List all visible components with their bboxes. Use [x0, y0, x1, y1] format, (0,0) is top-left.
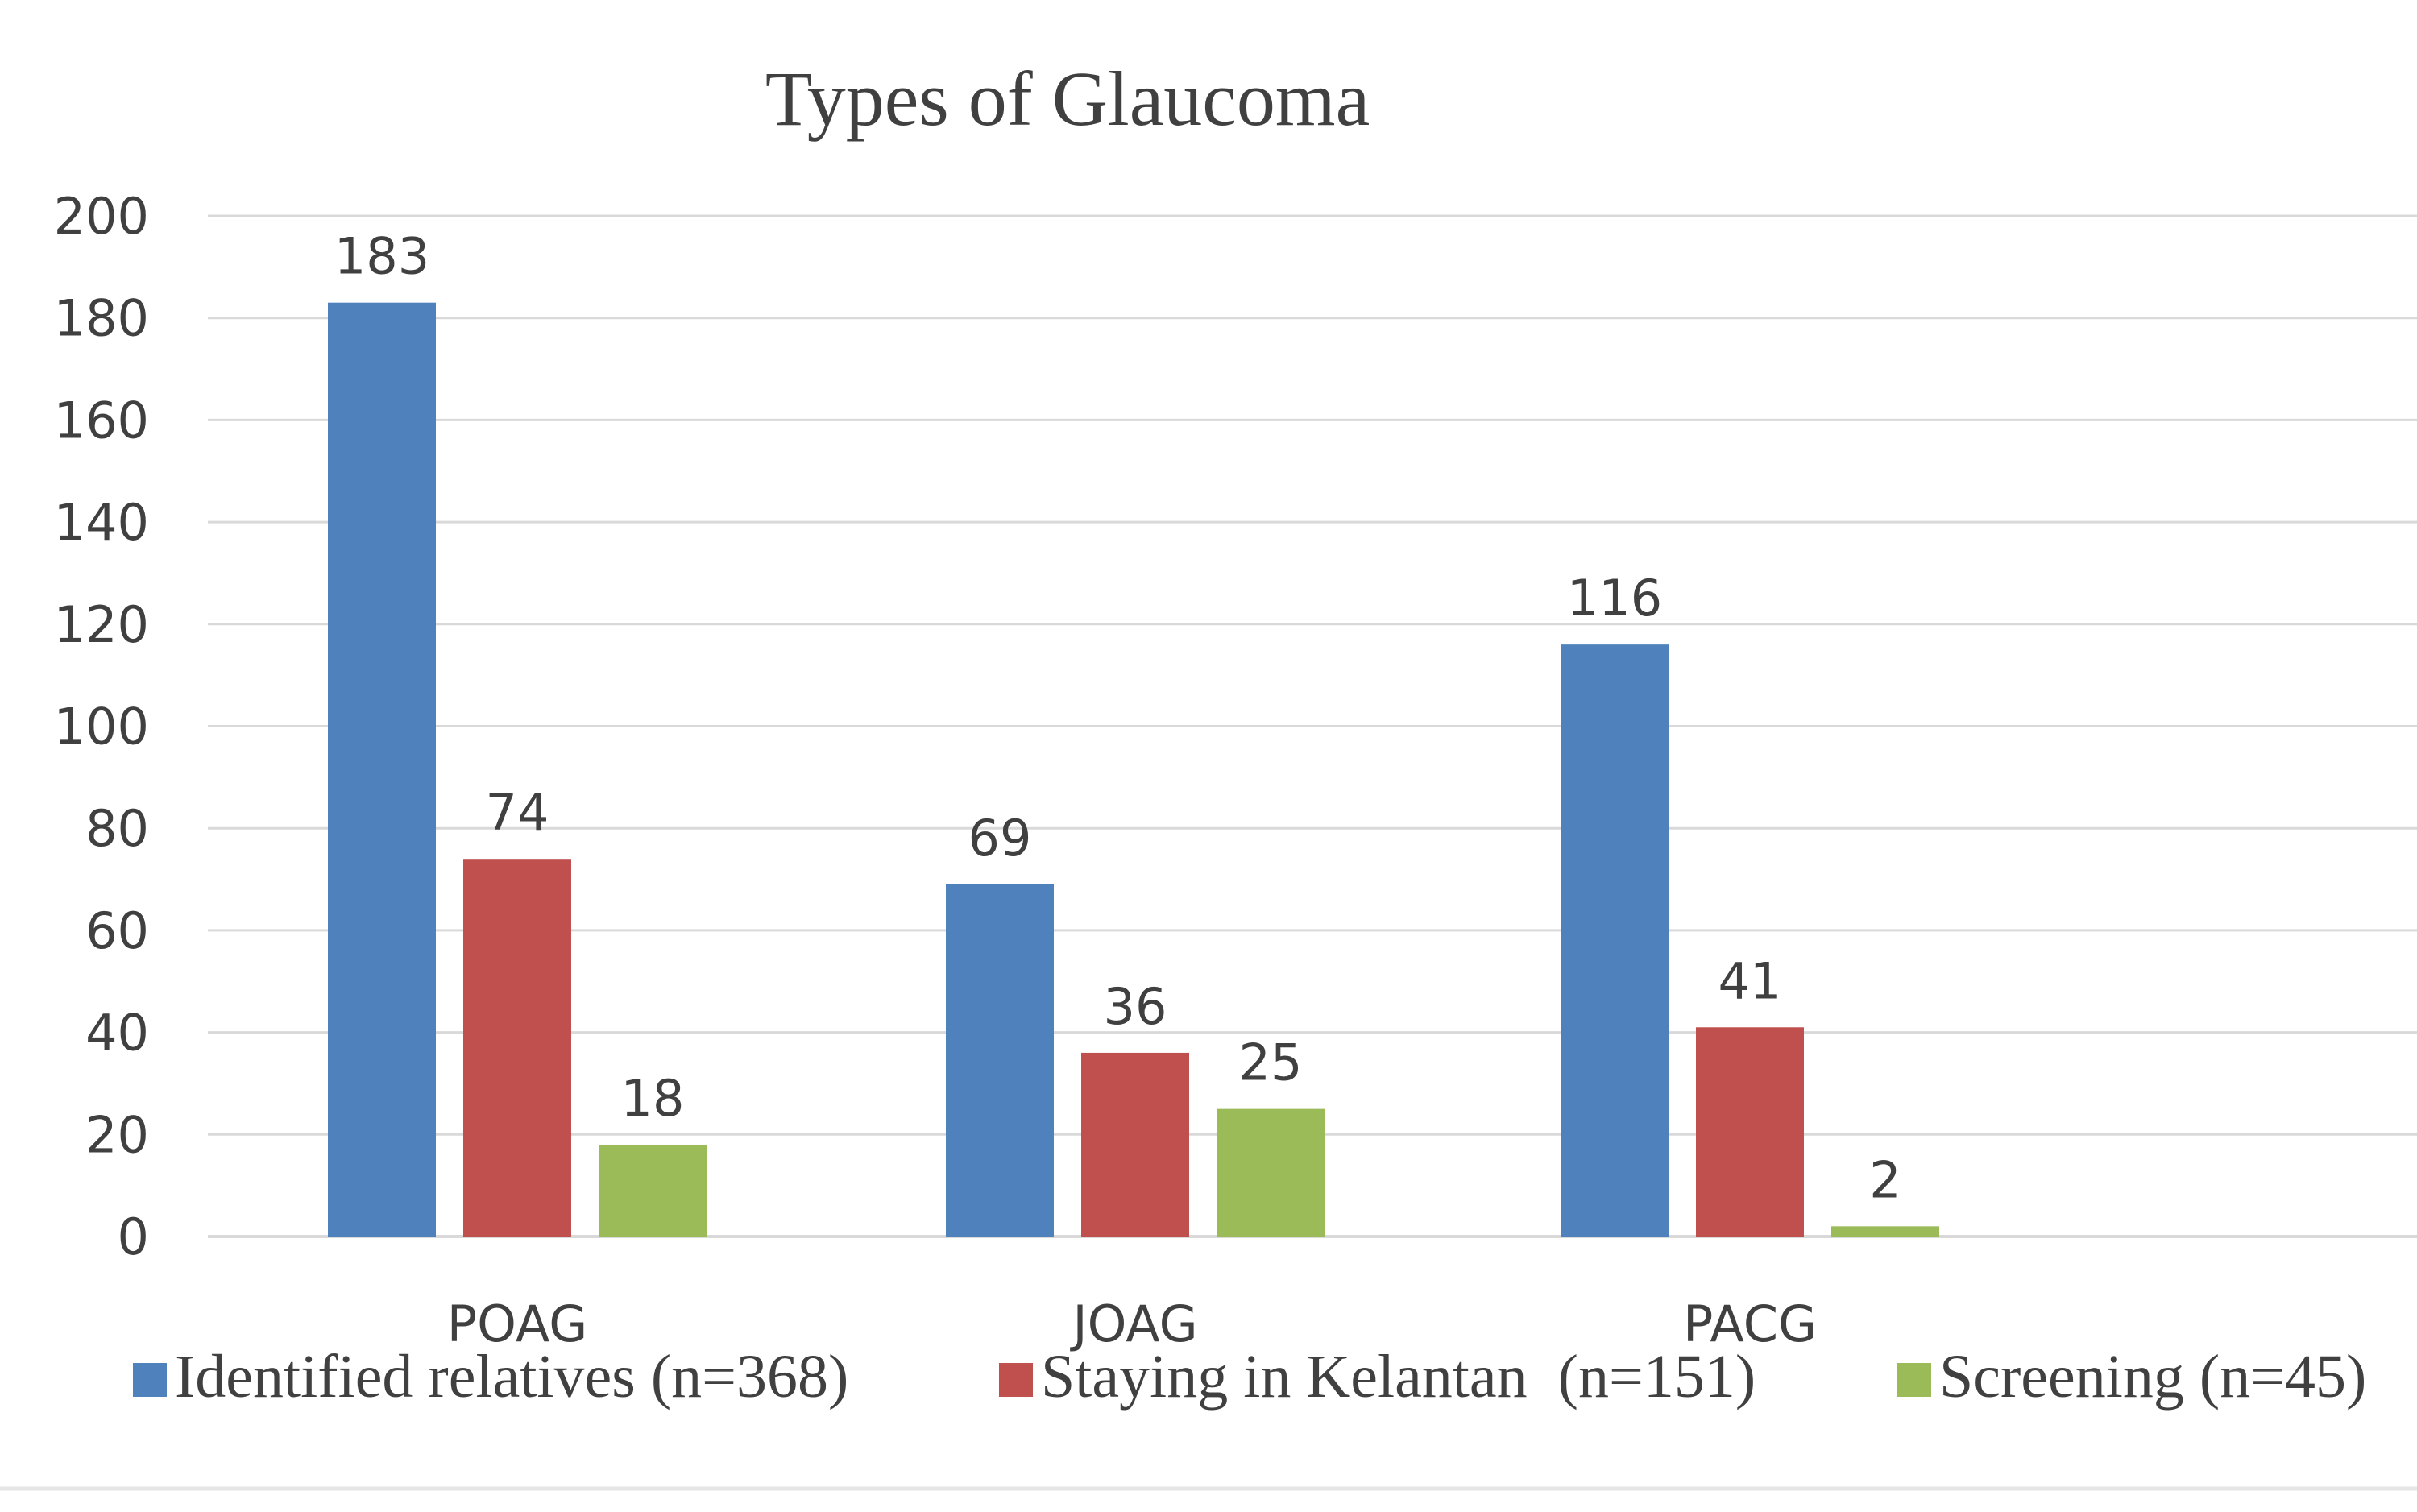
legend-swatch-3: [1897, 1363, 1931, 1397]
data-label: 25: [1239, 1034, 1303, 1092]
legend-swatch-1: [133, 1363, 167, 1397]
y-tick-label: 60: [85, 901, 149, 960]
y-tick-label: 200: [54, 187, 149, 246]
legend-label-1: Identified relatives (n=368): [175, 1343, 848, 1411]
y-tick-label: 40: [85, 1004, 149, 1063]
y-tick-label: 20: [85, 1105, 149, 1164]
gridlines: [208, 214, 2417, 1238]
y-tick-label: 0: [118, 1208, 149, 1266]
bar-pacg-series-2: [1696, 1027, 1804, 1237]
bar-joag-series-3: [1217, 1108, 1325, 1237]
legend-label-3: Screening (n=45): [1939, 1343, 2366, 1411]
bar-joag-series-2: [1081, 1052, 1189, 1237]
data-label: 69: [968, 809, 1032, 868]
bar-pacg-series-3: [1831, 1226, 1939, 1237]
data-label: 116: [1567, 569, 1662, 628]
bar-poag-series-2: [463, 859, 571, 1237]
data-labels: 183 74 18 69 36 25 116 41 2: [334, 227, 1901, 1210]
chart-title: Types of Glaucoma: [765, 56, 1370, 142]
data-label: 183: [334, 227, 429, 286]
y-tick-label: 120: [54, 595, 149, 654]
y-tick-label: 180: [54, 289, 149, 348]
category-label-poag: POAG: [447, 1295, 587, 1353]
data-label: 18: [621, 1069, 685, 1128]
y-tick-label: 140: [54, 493, 149, 552]
y-axis-ticks: 0 20 40 60 80 100 120 140 160 180 200: [54, 187, 149, 1266]
y-tick-label: 80: [85, 799, 149, 858]
bar-joag-series-1: [946, 884, 1054, 1237]
y-tick-label: 160: [54, 391, 149, 449]
data-label: 74: [486, 783, 549, 842]
bar-poag-series-1: [328, 302, 436, 1237]
x-axis-categories: POAG JOAG PACG: [447, 1295, 1817, 1353]
legend: Identified relatives (n=368) Staying in K…: [133, 1343, 2366, 1411]
bar-poag-series-3: [599, 1144, 707, 1237]
category-label-pacg: PACG: [1683, 1295, 1817, 1353]
bar-pacg-series-1: [1561, 644, 1669, 1237]
legend-label-2: Staying in Kelantan (n=151): [1041, 1343, 1756, 1411]
y-tick-label: 100: [54, 698, 149, 756]
data-label: 2: [1869, 1150, 1901, 1209]
bars: [328, 302, 1939, 1237]
legend-swatch-2: [999, 1363, 1033, 1397]
data-label: 41: [1718, 951, 1782, 1010]
category-label-joag: JOAG: [1069, 1295, 1197, 1353]
data-label: 36: [1104, 977, 1167, 1036]
